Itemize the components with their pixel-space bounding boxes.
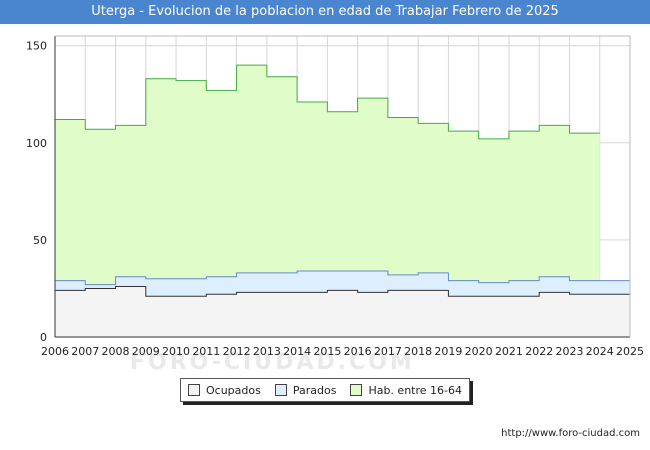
x-tick-label: 2015 (313, 345, 341, 358)
legend-swatch-ocupados (187, 384, 200, 396)
x-tick-label: 2011 (192, 345, 220, 358)
legend-item-parados: Parados (274, 383, 337, 397)
area-ocupados (55, 286, 630, 337)
line-parados (55, 270, 630, 286)
legend: Ocupados Parados Hab. entre 16-64 (180, 378, 470, 402)
x-tick-label: 2009 (132, 345, 160, 358)
legend-item-ocupados: Ocupados (187, 383, 261, 397)
legend-label-parados: Parados (292, 383, 337, 397)
x-tick-label: 2006 (41, 345, 69, 358)
y-tick-label: 0 (40, 331, 47, 344)
axes (54, 35, 631, 338)
y-tick-label: 150 (26, 40, 47, 53)
area-hab-entre-16-64 (55, 65, 600, 338)
x-tick-label: 2024 (586, 345, 614, 358)
x-tick-label: 2023 (555, 345, 583, 358)
x-tick-label: 2017 (374, 345, 402, 358)
watermark-text: FORO-CIUDAD.COM (130, 350, 415, 375)
y-tick-label: 100 (26, 137, 47, 150)
legend-item-hab: Hab. entre 16-64 (350, 384, 462, 397)
y-tick-label: 50 (33, 234, 47, 247)
x-tick-label: 2025 (616, 345, 644, 358)
x-tick-label: 2016 (344, 345, 372, 358)
source-link[interactable]: http://www.foro-ciudad.com (501, 428, 640, 439)
chart-title: Uterga - Evolucion de la poblacion en ed… (0, 0, 650, 24)
series-areas (55, 64, 630, 338)
x-tick-label: 2021 (495, 345, 523, 358)
line-hab-entre-16-64 (55, 64, 600, 140)
x-tick-label: 2020 (465, 345, 493, 358)
x-tick-label: 2019 (434, 345, 462, 358)
line-ocupados (55, 286, 630, 297)
x-tick-label: 2013 (253, 345, 281, 358)
x-tick-label: 2010 (162, 345, 190, 358)
legend-label-hab: Hab. entre 16-64 (368, 383, 462, 397)
x-tick-label: 2022 (525, 345, 553, 358)
x-tick-label: 2014 (283, 345, 311, 358)
x-tick-label: 2012 (223, 345, 251, 358)
x-tick-label: 2008 (102, 345, 130, 358)
legend-swatch-hab (350, 384, 363, 396)
x-tick-label: 2007 (71, 345, 99, 358)
legend-swatch-parados (274, 384, 287, 396)
legend-label-ocupados: Ocupados (205, 383, 261, 397)
tick-labels: 2006 2007 2008 2009 2010 2011 2012 2013 2014 2015… (26, 40, 644, 358)
x-tick-label: 2018 (404, 345, 432, 358)
